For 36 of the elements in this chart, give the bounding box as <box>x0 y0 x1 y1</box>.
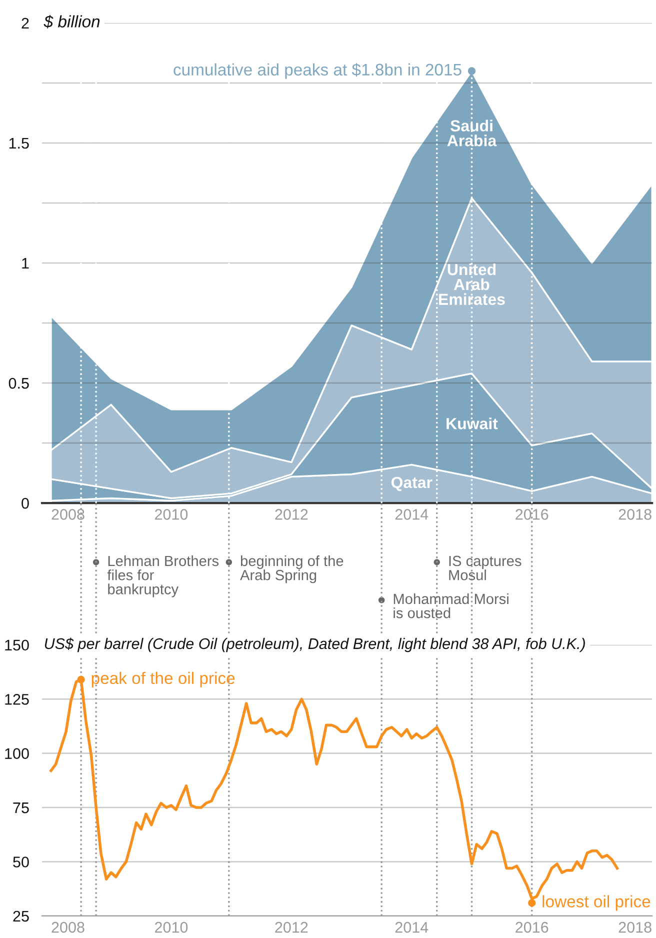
annotation: lowest oil price <box>542 895 650 911</box>
series-label: Kuwait <box>446 418 498 430</box>
y-tick-label: 0.5 <box>8 378 29 389</box>
annotation: peak of the oil price <box>92 672 235 688</box>
x-tick-label: 2016 <box>516 509 548 520</box>
y-tick-label: 1.5 <box>9 138 29 149</box>
x-tick-label: 2014 <box>395 509 428 520</box>
y-tick-label: 1 <box>22 258 29 269</box>
y-tick-label: 50 <box>13 856 29 868</box>
ref-line-label: Lehman Brothers files for bankruptcy <box>107 555 219 598</box>
x-tick-label: 2012 <box>275 509 308 520</box>
x-tick-label: 2014 <box>395 922 428 933</box>
ref-line-label: Mohammad Morsi is ousted <box>394 593 508 618</box>
series-label: Qatar <box>391 476 432 492</box>
x-tick-label: 2018 <box>618 509 652 520</box>
ref-line-label: IS captures Mosul <box>449 556 522 580</box>
series-label: United Arab Emirates <box>439 263 505 305</box>
y-tick-label: 0 <box>22 498 29 509</box>
x-tick-label: 2016 <box>516 922 548 933</box>
x-tick-label: 2010 <box>154 509 188 520</box>
x-tick-label: 2018 <box>618 922 652 933</box>
x-tick-label: 2008 <box>52 509 84 520</box>
y-axis-title: US$ per barrel (Crude Oil (petroleum), Dated Brent, light blend 38 API, fob U.K.) <box>44 638 585 652</box>
y-tick-label: 25 <box>13 910 29 922</box>
y-tick-label: 2 <box>22 18 29 29</box>
ref-line-label: beginning of the Arab Spring <box>240 555 344 584</box>
x-tick-label: 2008 <box>52 922 84 933</box>
annotation: cumulative aid peaks at $1.8bn in 2015 <box>174 63 462 79</box>
y-tick-label: 100 <box>5 748 29 759</box>
y-tick-label: 125 <box>5 694 29 705</box>
y-axis-title: $ billion <box>44 14 100 28</box>
x-tick-label: 2010 <box>154 922 188 933</box>
series-label: Saudi Arabia <box>447 120 497 146</box>
x-tick-label: 2012 <box>275 922 308 933</box>
y-tick-label: 75 <box>13 802 29 814</box>
y-tick-label: 150 <box>5 640 29 651</box>
